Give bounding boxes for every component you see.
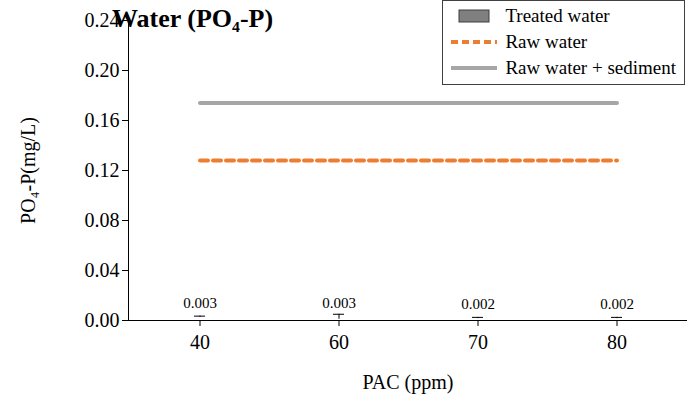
svg-text:0.08: 0.08: [85, 209, 120, 231]
svg-text:60: 60: [329, 331, 349, 353]
svg-text:PAC (ppm): PAC (ppm): [363, 371, 454, 394]
html-text:Treated water: Treated water: [505, 5, 610, 26]
svg-text:0.20: 0.20: [85, 59, 120, 81]
svg-text:0.16: 0.16: [85, 109, 120, 131]
svg-text:0.002: 0.002: [600, 296, 634, 312]
svg-text:80: 80: [607, 331, 627, 353]
html-text:Water (PO₄-P): Water (PO₄-P): [112, 4, 274, 33]
svg-text:70: 70: [468, 331, 488, 353]
svg-text:0.24: 0.24: [84, 8, 120, 31]
svg-text:0.04: 0.04: [85, 259, 120, 281]
svg-text:PO₄-P(mg/L): PO₄-P(mg/L): [17, 117, 40, 224]
html-text:Raw water: Raw water: [505, 31, 588, 52]
svg-text:0.12: 0.12: [85, 159, 120, 181]
svg-text:0.00: 0.00: [85, 309, 120, 331]
svg-text:0.003: 0.003: [183, 295, 217, 311]
html-text:Raw water + sediment: Raw water + sediment: [505, 57, 676, 78]
svg-text:0.002: 0.002: [461, 296, 495, 312]
svg-text:40: 40: [190, 331, 210, 353]
svg-text:0.003: 0.003: [322, 295, 356, 311]
